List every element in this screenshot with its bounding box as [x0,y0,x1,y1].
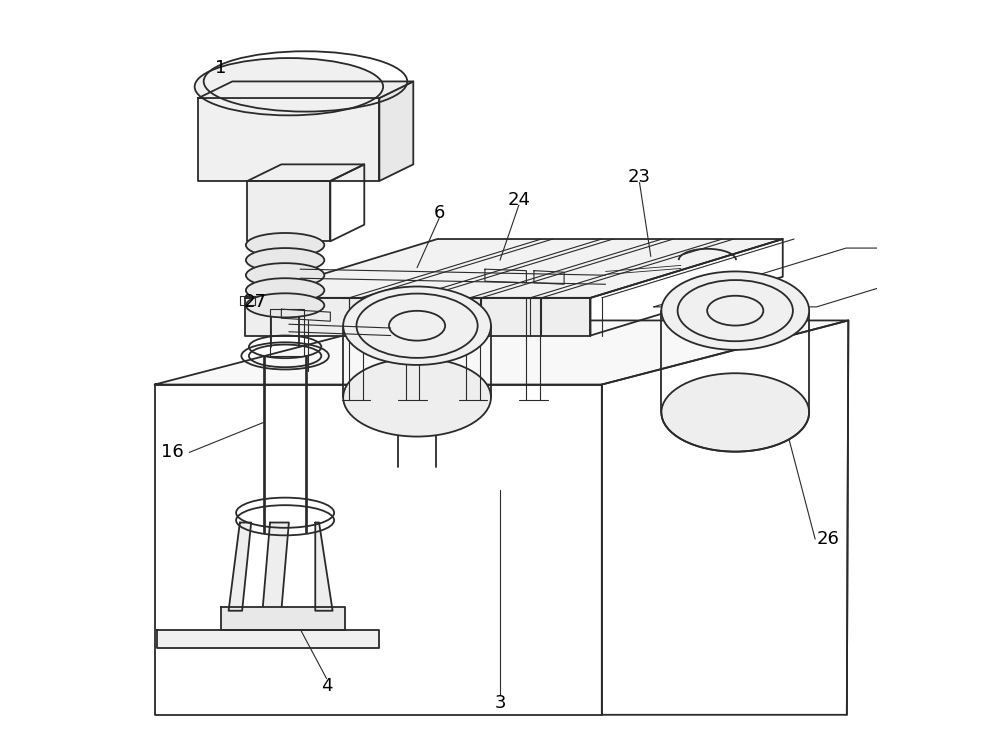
Polygon shape [221,607,345,630]
Text: 3: 3 [494,694,506,712]
Polygon shape [245,239,783,298]
Text: 26: 26 [817,530,839,548]
Polygon shape [262,523,289,611]
Ellipse shape [661,373,809,452]
Polygon shape [245,298,590,336]
Ellipse shape [246,293,324,317]
Polygon shape [198,98,379,181]
Polygon shape [229,523,251,611]
Polygon shape [315,523,333,611]
Ellipse shape [343,287,491,365]
Polygon shape [157,630,379,648]
Ellipse shape [246,263,324,287]
Polygon shape [379,81,413,181]
Ellipse shape [195,58,383,115]
Ellipse shape [246,233,324,257]
Ellipse shape [343,358,491,437]
Ellipse shape [246,278,324,302]
Text: 23: 23 [628,168,651,186]
Text: 24: 24 [507,191,530,209]
Polygon shape [198,81,413,98]
Polygon shape [155,320,848,385]
Ellipse shape [661,271,809,350]
Text: 27: 27 [243,293,266,311]
Text: 6: 6 [434,204,445,222]
Ellipse shape [246,248,324,272]
Text: 1: 1 [215,59,227,77]
Text: 16: 16 [161,443,183,461]
Polygon shape [247,181,330,241]
Text: 4: 4 [321,677,332,695]
